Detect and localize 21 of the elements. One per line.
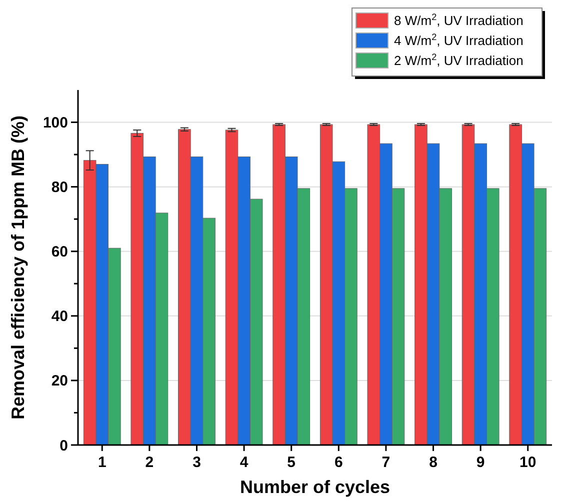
legend-label: 2 W/m$^{2}$, UV Irradiation (394, 52, 524, 68)
x-tick-label: 3 (192, 454, 201, 471)
legend-label: 4 W/m$^{2}$, UV Irradiation (394, 32, 524, 48)
y-tick-label: 0 (60, 437, 68, 454)
y-tick-label: 80 (51, 179, 68, 196)
x-tick-label: 4 (240, 454, 249, 471)
y-axis-title: Removal efficiency of 1ppm MB (%) (8, 115, 28, 420)
x-tick-label: 6 (334, 454, 343, 471)
y-tick-label: 60 (51, 244, 68, 261)
x-tick-label: 1 (98, 454, 106, 471)
y-tick-label: 100 (42, 114, 68, 132)
x-tick-label: 5 (287, 454, 296, 471)
x-axis-title: Number of cycles (240, 477, 390, 497)
legend-label: 8 W/m$^{2}$, UV Irradiation (394, 12, 524, 28)
y-tick-label: 20 (51, 372, 68, 390)
x-tick-label: 10 (520, 454, 536, 471)
x-tick-label: 8 (429, 454, 438, 471)
x-tick-label: 9 (476, 454, 485, 471)
y-tick-label: 40 (51, 308, 68, 326)
x-tick-label: 2 (145, 454, 154, 471)
x-tick-label: 7 (382, 454, 390, 471)
